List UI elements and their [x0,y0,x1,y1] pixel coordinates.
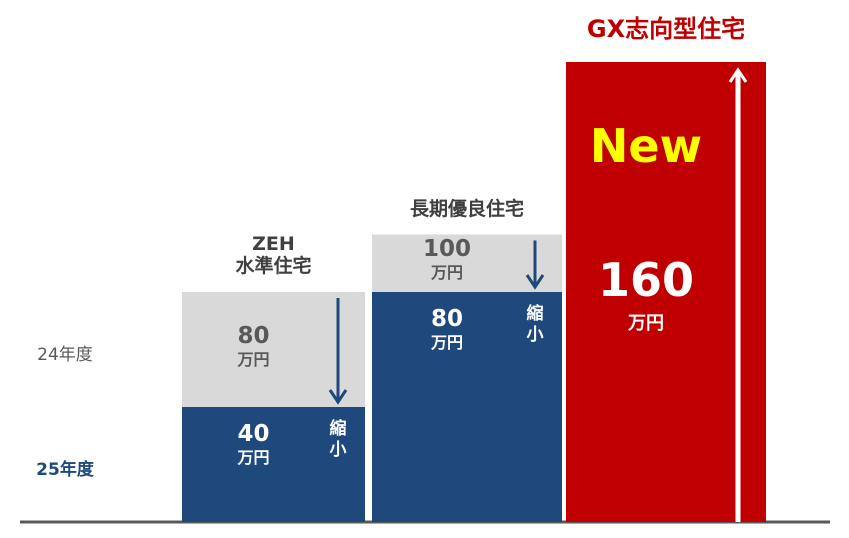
value-label: 80 [430,306,463,332]
value-label: 80 [237,322,270,349]
arrow-head [728,67,748,83]
unit-label: 万円 [237,448,270,467]
category-label: 長期優良住宅 [409,197,524,220]
category-label: ZEH 水準住宅 [235,233,312,277]
shrink-label: 縮小 [526,304,544,346]
legend-label: 24年度 [37,344,93,365]
bar [372,292,562,522]
unit-label: 万円 [430,333,463,352]
value-label: 100 [422,236,471,263]
value-label: 160 [597,253,695,307]
new-label: New [589,119,703,173]
unit-label: 万円 [628,313,664,334]
unit-label: 万円 [237,349,270,369]
legend-label: 25年度 [36,459,94,480]
category-label: GX志向型住宅 [586,15,746,43]
shrink-label: 縮小 [329,419,347,461]
arrow-head [525,274,545,290]
bar [182,407,365,522]
unit-label: 万円 [430,263,463,283]
arrow-head [328,389,348,405]
bar [566,62,766,522]
value-label: 40 [237,421,270,447]
